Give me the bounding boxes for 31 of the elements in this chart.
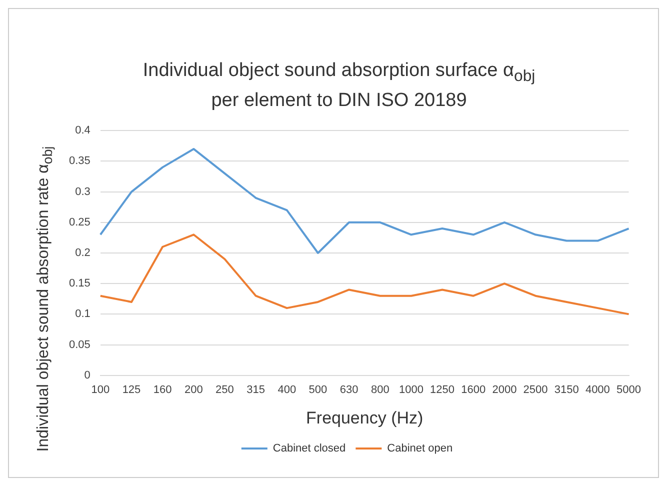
chart-title: Individual object sound absorption surface α$_{obj}$ per element to DIN ISO 20189	[142, 60, 536, 111]
x-tick-label: 1600	[461, 384, 486, 396]
legend-label: Cabinet closed	[272, 442, 346, 455]
x-tick-label: 200	[184, 384, 203, 396]
x-tick-label: 1000	[398, 384, 424, 396]
x-tick-label: 800	[370, 384, 390, 396]
x-tick-label: 250	[216, 384, 234, 396]
x-tick-label: 2000	[492, 384, 517, 396]
y-tick-label: 0.35	[68, 155, 90, 168]
x-tick-label: 630	[340, 384, 358, 396]
x-tick-label: 100	[91, 384, 110, 396]
x-tick-label: 125	[122, 384, 141, 396]
x-axis-title: Frequency (Hz)	[306, 408, 424, 428]
y-tick-label: 0.4	[75, 124, 90, 137]
x-tick-label: 5000	[616, 384, 642, 396]
x-tick-label: 500	[308, 384, 328, 396]
x-tick-label: 1250	[430, 384, 455, 396]
x-tick-label: 315	[246, 384, 265, 396]
y-tick-label: 0	[84, 369, 90, 382]
x-tick-label: 2500	[523, 384, 548, 396]
x-tick-label: 3150	[554, 384, 579, 396]
x-tick-label: 400	[278, 384, 296, 396]
y-tick-label: 0.25	[68, 216, 90, 228]
x-tick-label: 160	[153, 384, 172, 396]
y-tick-label: 0.05	[68, 338, 90, 351]
y-tick-label: 0.2	[75, 247, 90, 260]
x-tick-label: 4000	[585, 384, 610, 396]
y-tick-label: 0.3	[75, 186, 90, 198]
y-tick-label: 0.15	[68, 278, 90, 290]
y-tick-label: 0.1	[75, 308, 90, 320]
legend-label: Cabinet open	[387, 442, 453, 455]
